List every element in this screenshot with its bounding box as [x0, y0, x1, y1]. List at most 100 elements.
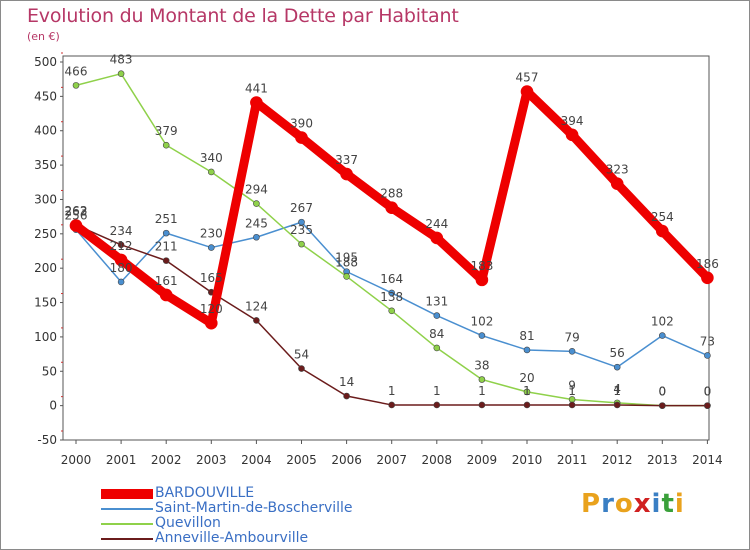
- y-tick-label: -50: [37, 433, 57, 447]
- y-tick-label: 100: [34, 330, 57, 344]
- data-point: [208, 168, 215, 176]
- y-tick-label: 450: [34, 89, 57, 103]
- data-point: [69, 219, 83, 232]
- data-label: 234: [110, 224, 133, 238]
- data-point: [478, 376, 486, 383]
- data-point: [298, 240, 305, 248]
- data-label: 245: [245, 216, 268, 230]
- data-point: [523, 388, 531, 396]
- x-tick-label: 2006: [331, 453, 362, 467]
- y-tick-label: 350: [34, 158, 57, 172]
- x-tick-label: 2009: [467, 453, 498, 467]
- y-tick-label: 150: [34, 296, 57, 310]
- data-point: [208, 244, 215, 251]
- data-label: 466: [65, 64, 88, 78]
- data-label: 124: [245, 299, 268, 313]
- data-label: 230: [200, 227, 223, 241]
- data-point: [568, 401, 576, 409]
- data-point: [117, 241, 125, 249]
- data-label: 1: [568, 384, 576, 398]
- data-label: 483: [110, 53, 133, 67]
- data-point: [565, 128, 579, 142]
- data-point: [430, 231, 444, 245]
- series-saint-martin-de-boscherville: [72, 218, 711, 371]
- data-label: 251: [155, 212, 178, 226]
- data-label: 102: [470, 315, 493, 329]
- data-labels: 256 180 251 230 245 267 195 164 131 102 81 79 56 102 7…: [65, 53, 719, 399]
- y-tick-label: 400: [34, 124, 57, 138]
- data-label: 186: [696, 257, 719, 271]
- data-label: 165: [200, 271, 223, 285]
- data-point: [162, 257, 170, 264]
- x-tick-label: 2014: [692, 453, 723, 467]
- data-point: [568, 348, 576, 355]
- series-bardouville: [69, 85, 714, 330]
- legend-item: Saint-Martin-de-Boscherville: [101, 500, 401, 516]
- data-point: [475, 273, 489, 287]
- data-label: 0: [704, 385, 712, 399]
- legend-item: BARDOUVILLE: [101, 485, 401, 501]
- data-label: 164: [380, 272, 403, 286]
- data-point: [478, 401, 486, 409]
- data-label: 256: [65, 209, 88, 223]
- data-point: [205, 316, 218, 330]
- data-label: 1: [478, 384, 486, 398]
- x-tick-label: 2002: [151, 453, 182, 467]
- y-tick-label: 0: [49, 399, 57, 413]
- data-point: [523, 346, 531, 354]
- legend-label: Quevillon: [155, 515, 221, 531]
- data-label: 81: [519, 329, 534, 343]
- data-label: 4: [613, 382, 621, 396]
- data-label: 138: [380, 290, 403, 304]
- data-label: 180: [110, 261, 133, 275]
- logo-letter: r: [601, 489, 615, 519]
- y-tick-label: 300: [34, 192, 57, 206]
- logo-letter: o: [614, 489, 634, 519]
- x-tick-label: 2004: [241, 453, 272, 467]
- data-point: [162, 229, 170, 237]
- data-label: 56: [610, 346, 625, 360]
- unit-label: (en €): [27, 30, 60, 43]
- data-label: 9: [568, 378, 576, 392]
- data-label: 1: [388, 384, 396, 398]
- data-label: 379: [155, 124, 178, 138]
- data-point: [117, 70, 125, 77]
- x-tick-label: 2001: [106, 453, 137, 467]
- data-label: 102: [651, 315, 674, 329]
- data-label: 84: [429, 327, 444, 341]
- data-label: 131: [425, 295, 448, 309]
- data-point: [433, 401, 441, 409]
- x-tick-label: 2013: [647, 453, 678, 467]
- data-label: 457: [516, 71, 539, 85]
- data-label: 1: [523, 384, 531, 398]
- data-label: 211: [155, 240, 178, 254]
- data-point: [701, 271, 714, 285]
- data-point: [114, 253, 128, 267]
- data-point: [295, 131, 308, 144]
- data-point: [117, 278, 125, 286]
- y-tick-label: 50: [42, 364, 57, 378]
- data-point: [658, 332, 666, 339]
- legend-label: Anneville-Ambourville: [155, 530, 309, 546]
- legend-item: Quevillon: [101, 515, 401, 531]
- data-label: 340: [200, 151, 223, 165]
- data-point: [704, 402, 711, 409]
- data-label: 212: [110, 239, 133, 253]
- y-tick-label: 200: [34, 261, 57, 275]
- data-label: 1: [613, 384, 621, 398]
- data-point: [478, 332, 486, 339]
- x-tick-label: 2011: [557, 453, 588, 467]
- data-point: [388, 307, 396, 315]
- proxiti-logo: Proxiti: [581, 489, 685, 519]
- data-label: 38: [474, 359, 489, 373]
- legend-swatch: [101, 523, 153, 525]
- data-point: [250, 96, 263, 109]
- data-point: [613, 401, 621, 409]
- logo-letter: i: [651, 489, 662, 519]
- data-label: 14: [339, 375, 354, 389]
- data-label: 120: [200, 302, 223, 316]
- data-point: [298, 218, 305, 226]
- data-label: 0: [658, 385, 666, 399]
